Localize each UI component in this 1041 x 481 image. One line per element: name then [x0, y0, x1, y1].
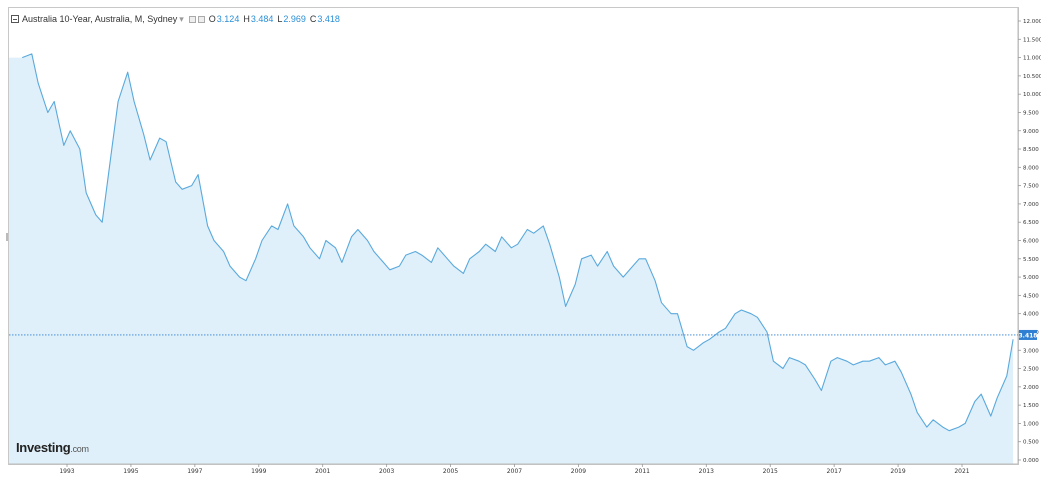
last-price-badge — [1019, 329, 1037, 340]
x-axis: 1993 1995 1997 1999 2001 2003 2005 2007 2009 2011… — [9, 463, 1018, 475]
close-square-icon[interactable] — [197, 15, 205, 23]
x-tick-label: 1995 — [123, 468, 138, 475]
y-tick-label: 11.000 — [1023, 56, 1041, 62]
y-tick-label: 12.000 — [1023, 19, 1041, 25]
y-tick-label: 7.500 — [1023, 184, 1039, 190]
logo-suffix: .com — [70, 444, 89, 454]
high-value: 3.484 — [250, 14, 274, 24]
x-tick-label: 2011 — [635, 468, 650, 475]
legend-dropdown-icon[interactable]: ▾ — [179, 13, 184, 24]
y-tick-label: 6.000 — [1023, 239, 1039, 245]
x-tick-label: 2019 — [890, 468, 905, 475]
x-tick-label: 2009 — [571, 468, 586, 475]
low-value: 2.969 — [283, 14, 306, 24]
x-tick-label: 2003 — [379, 468, 394, 475]
low-key: L — [277, 14, 283, 24]
y-tick-label: 10.000 — [1023, 92, 1041, 98]
y-tick-label: 6.500 — [1023, 220, 1039, 226]
logo-main: Investing — [16, 440, 71, 455]
collapse-legend-icon[interactable] — [11, 15, 19, 23]
y-tick-label: 7.000 — [1023, 202, 1039, 208]
y-tick-label: 9.500 — [1023, 110, 1039, 116]
last-price-marker: 3.418 — [9, 329, 1038, 340]
x-tick-label: 2005 — [443, 468, 458, 475]
x-tick-label: 2021 — [954, 468, 969, 475]
last-price-label: 3.418 — [1019, 332, 1038, 339]
x-tick-label: 2017 — [827, 468, 842, 475]
y-tick-label: 0.000 — [1023, 458, 1039, 464]
y-tick-label: 8.500 — [1023, 147, 1039, 153]
plot-area — [9, 53, 1014, 465]
y-tick-label: 10.500 — [1023, 74, 1041, 80]
x-tick-label: 1999 — [251, 468, 266, 475]
x-tick-label: 2007 — [507, 468, 522, 475]
investing-logo: Investing.com — [16, 440, 89, 455]
y-tick-label: 0.500 — [1023, 440, 1039, 446]
y-tick-label: 5.500 — [1023, 257, 1039, 263]
y-tick-label: 8.000 — [1023, 165, 1039, 171]
y-tick-label: 5.000 — [1023, 275, 1039, 281]
x-tick-label: 1993 — [59, 468, 74, 475]
close-value: 3.418 — [317, 14, 340, 24]
x-tick-label: 2013 — [699, 468, 714, 475]
series-line — [22, 53, 1014, 432]
close-key: C — [309, 14, 317, 24]
x-tick-label: 2015 — [763, 468, 778, 475]
settings-square-icon[interactable] — [188, 15, 196, 23]
series-area-fill — [9, 53, 1014, 465]
resize-handle[interactable] — [6, 233, 8, 241]
y-tick-label: 1.500 — [1023, 403, 1039, 409]
x-tick-label: 2001 — [315, 468, 330, 475]
y-tick-label: 2.500 — [1023, 367, 1039, 373]
chart-legend: Australia 10-Year, Australia, M, Sydney … — [11, 12, 340, 26]
open-value: 3.124 — [216, 14, 240, 24]
y-tick-label: 4.500 — [1023, 293, 1039, 299]
y-axis: 0.0000.5001.0001.5002.0002.5003.0003.500… — [1017, 8, 1041, 464]
x-tick-label: 1997 — [187, 468, 202, 475]
y-tick-label: 1.000 — [1023, 421, 1039, 427]
y-tick-label: 9.000 — [1023, 129, 1039, 135]
high-key: H — [243, 14, 250, 24]
y-tick-label: 4.000 — [1023, 312, 1039, 318]
series-title: Australia 10-Year, Australia, M, Sydney — [22, 14, 178, 24]
y-tick-label: 3.000 — [1023, 348, 1039, 354]
y-tick-label: 2.000 — [1023, 385, 1039, 391]
y-tick-label: 11.500 — [1023, 37, 1041, 43]
open-key: O — [208, 14, 216, 24]
